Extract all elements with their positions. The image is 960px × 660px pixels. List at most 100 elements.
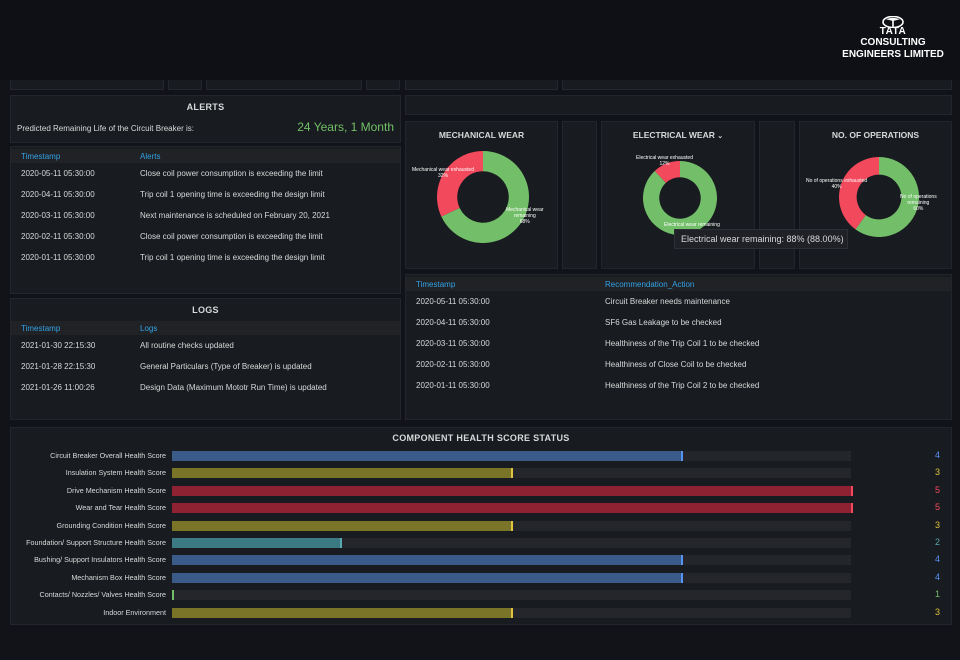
recommendations-table-header: Timestamp Recommendation_Action (406, 277, 951, 291)
mechanical-exhausted-pct: 32% (437, 173, 448, 179)
row-log: Design Data (Maximum Mototr Run Time) is… (140, 383, 327, 392)
column-header-timestamp[interactable]: Timestamp (21, 152, 61, 161)
row-timestamp: 2021-01-28 22:15:30 (21, 362, 96, 371)
donut-slice-exhausted[interactable] (839, 157, 879, 230)
health-score-label: Drive Mechanism Health Score (66, 485, 166, 495)
recommendations-panel: Timestamp Recommendation_Action 2020-05-… (405, 274, 952, 420)
health-score-label: Grounding Condition Health Score (56, 520, 166, 530)
health-score-value: 3 (934, 519, 940, 530)
column-header-logs[interactable]: Logs (140, 324, 158, 333)
table-row: 2021-01-28 22:15:30 General Particulars … (11, 356, 400, 377)
row-recommendation: SF6 Gas Leakage to be checked (605, 318, 722, 327)
row-log: General Particulars (Type of Breaker) is… (140, 362, 312, 371)
health-score-value: 4 (934, 554, 940, 565)
row-timestamp: 2020-01-11 05:30:00 (416, 381, 490, 390)
top-bar: TATA CONSULTING ENGINEERS LIMITED (0, 0, 960, 80)
health-score-bar[interactable] (172, 538, 343, 548)
row-recommendation: Healthiness of the Trip Coil 1 to be che… (605, 339, 760, 348)
health-score-track (172, 485, 853, 496)
chevron-down-icon[interactable]: ⌄ (717, 133, 724, 140)
row-timestamp: 2020-02-11 05:30:00 (416, 360, 490, 369)
health-score-label: Foundation/ Support Structure Health Sco… (26, 538, 166, 547)
health-score-row: Insulation System Health Score 3 (10, 466, 950, 480)
mechanical-wear-donut[interactable] (436, 150, 530, 244)
health-score-track (172, 538, 851, 548)
mechanical-wear-panel: MECHANICAL WEAR Mechanical wear exhauste… (405, 121, 558, 269)
health-score-bar[interactable] (172, 451, 683, 461)
column-header-timestamp[interactable]: Timestamp (21, 324, 61, 333)
electrical-wear-title-text: ELECTRICAL WEAR (632, 130, 715, 140)
health-score-bar[interactable] (172, 607, 513, 618)
health-score-bar[interactable] (172, 572, 683, 583)
health-score-row: Bushing/ Support Insulators Health Score… (10, 553, 950, 567)
donut-slice-remaining[interactable] (441, 151, 529, 243)
chart-tooltip: Electrical wear remaining: 88% (88.00%) (674, 229, 848, 249)
row-timestamp: 2020-01-11 05:30:00 (21, 253, 95, 262)
health-score-bar[interactable] (172, 468, 513, 479)
row-timestamp: 2021-01-30 22:15:30 (21, 341, 96, 350)
health-score-row: Indoor Environment 3 (10, 606, 950, 620)
electrical-exhausted-pct: 12% (659, 161, 670, 167)
row-alert: Next maintenance is scheduled on Februar… (140, 211, 330, 220)
row-timestamp: 2020-03-11 05:30:00 (416, 339, 490, 348)
alerts-panel: ALERTS Predicted Remaining Life of the C… (10, 95, 401, 143)
health-score-label: Bushing/ Support Insulators Health Score (34, 555, 166, 565)
electrical-wear-donut[interactable] (642, 160, 718, 236)
donut-slice-exhausted[interactable] (654, 161, 680, 183)
donut-slice-exhausted[interactable] (437, 151, 483, 217)
donut-slice-remaining[interactable] (855, 157, 919, 237)
health-score-track (172, 520, 851, 531)
health-score-value: 5 (934, 484, 940, 495)
health-score-bar[interactable] (172, 503, 853, 514)
row-timestamp: 2020-04-11 05:30:00 (416, 318, 490, 327)
logs-table: Timestamp Logs 2021-01-30 22:15:30 All r… (11, 321, 400, 398)
row-timestamp: 2021-01-26 11:00:26 (21, 383, 95, 392)
column-header-timestamp[interactable]: Timestamp (416, 280, 456, 289)
health-score-track (172, 451, 851, 461)
row-timestamp: 2020-03-11 05:30:00 (21, 211, 95, 220)
table-row: 2020-02-11 05:30:00 Close coil power con… (11, 226, 400, 247)
spacer-panel (562, 121, 597, 269)
operations-donut[interactable] (838, 156, 920, 238)
mechanical-remaining-label: Mechanical wear remaining 68% (506, 207, 544, 225)
health-score-bar[interactable] (172, 590, 174, 601)
row-log: All routine checks updated (140, 341, 234, 350)
health-score-bar[interactable] (172, 485, 853, 496)
table-row: 2020-04-11 05:30:00 SF6 Gas Leakage to b… (406, 312, 951, 333)
row-alert: Close coil power consumption is exceedin… (140, 232, 323, 241)
empty-panel (405, 95, 952, 115)
mechanical-remaining-pct: 68% (519, 219, 530, 225)
stub-panel (366, 80, 400, 90)
health-score-track (172, 572, 851, 583)
operations-remaining-text-2: remaining (907, 200, 930, 206)
logo-word: TATA (879, 26, 907, 37)
table-row: 2020-03-11 05:30:00 Healthiness of the T… (406, 333, 951, 354)
column-header-alerts[interactable]: Alerts (140, 152, 161, 161)
alerts-table: Timestamp Alerts 2020-05-11 05:30:00 Clo… (11, 149, 400, 268)
health-score-track (172, 555, 851, 566)
table-row: 2020-04-11 05:30:00 Trip coil 1 opening … (11, 184, 400, 205)
health-score-value: 3 (934, 467, 940, 478)
logs-panel: LOGS Timestamp Logs 2021-01-30 22:15:30 … (10, 298, 401, 420)
operations-remaining-text-1: No of operations (900, 194, 937, 200)
electrical-wear-title[interactable]: ELECTRICAL WEAR ⌄ (602, 130, 754, 140)
health-score-label: Circuit Breaker Overall Health Score (50, 451, 166, 460)
health-score-value: 5 (934, 502, 940, 513)
health-score-bar[interactable] (172, 555, 683, 566)
health-score-bar[interactable] (172, 520, 513, 531)
row-timestamp: 2020-05-11 05:30:00 (416, 297, 490, 306)
donut-slice-remaining[interactable] (643, 161, 717, 235)
company-name-line-1: CONSULTING (860, 37, 926, 48)
health-score-label: Mechanism Box Health Score (71, 572, 166, 582)
health-score-track (172, 590, 851, 601)
health-score-label: Insulation System Health Score (65, 468, 166, 478)
health-score-label: Wear and Tear Health Score (75, 503, 166, 513)
table-row: 2020-02-11 05:30:00 Healthiness of Close… (406, 354, 951, 375)
health-score-row: Grounding Condition Health Score 3 (10, 519, 950, 533)
column-header-recommendation[interactable]: Recommendation_Action (605, 280, 695, 289)
health-score-row: Foundation/ Support Structure Health Sco… (10, 536, 950, 550)
electrical-remaining-text: Electrical wear remaining (664, 222, 720, 228)
table-row: 2020-03-11 05:30:00 Next maintenance is … (11, 205, 400, 226)
electrical-remaining-label: Electrical wear remaining (664, 222, 720, 228)
logs-title: LOGS (192, 305, 219, 315)
